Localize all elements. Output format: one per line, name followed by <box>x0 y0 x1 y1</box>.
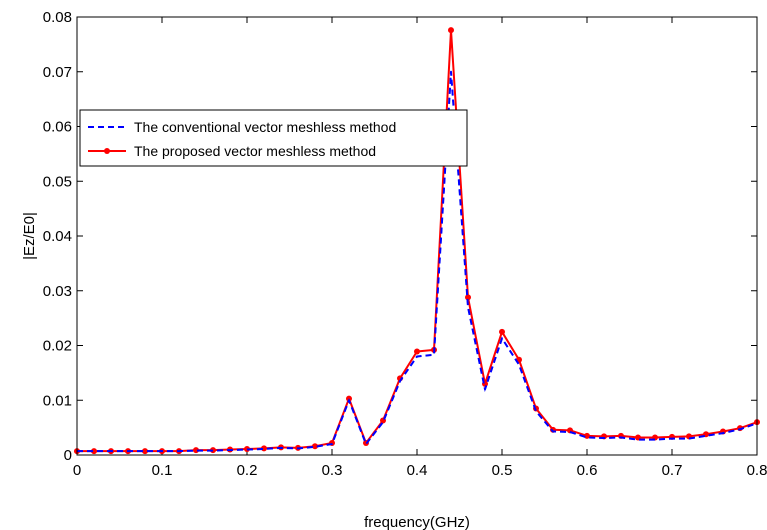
y-tick-label: 0.05 <box>43 173 72 190</box>
legend-label-conventional: The conventional vector meshless method <box>134 119 396 135</box>
x-tick-label: 0.8 <box>747 462 767 479</box>
series-point-proposed <box>499 328 505 335</box>
tick-labels: 0 0.1 0.2 0.3 0.4 0.5 0.6 0.7 0.8 0 0.01 0.02 0.03 0.… <box>43 9 767 479</box>
x-axis-label: frequency(GHz) <box>364 514 470 530</box>
series-point-proposed <box>448 27 454 34</box>
series-point-proposed <box>414 348 420 355</box>
y-tick-label: 0.03 <box>43 283 72 300</box>
series-point-proposed <box>142 448 148 455</box>
legend-label-proposed: The proposed vector meshless method <box>134 143 376 159</box>
y-tick-label: 0.06 <box>43 119 72 136</box>
series-point-proposed <box>312 443 318 450</box>
x-tick-label: 0.5 <box>492 462 513 479</box>
x-tick-label: 0.3 <box>322 462 343 479</box>
series-point-proposed <box>584 432 590 439</box>
series-layer <box>74 27 760 455</box>
plot-frame <box>76 16 758 456</box>
series-point-proposed <box>465 294 471 301</box>
x-tick-label: 0.7 <box>662 462 683 479</box>
y-tick-label: 0.01 <box>43 392 72 409</box>
y-tick-label: 0.04 <box>43 228 72 245</box>
series-line-conventional-overlay <box>77 71 758 452</box>
y-axis-label: |Ez/E0| <box>21 212 38 260</box>
series-point-proposed <box>91 448 97 455</box>
x-tick-label: 0.4 <box>407 462 428 479</box>
legend-marker-proposed <box>104 148 110 154</box>
legend: The conventional vector meshless method … <box>79 109 468 167</box>
y-tick-label: 0 <box>64 447 72 464</box>
legend-box <box>79 109 468 167</box>
y-tick-label: 0.08 <box>43 9 72 26</box>
x-tick-label: 0.2 <box>237 462 258 479</box>
y-tick-label: 0.07 <box>43 64 72 81</box>
x-tick-label: 0.1 <box>152 462 173 479</box>
y-tick-label: 0.02 <box>43 338 72 355</box>
plot-area <box>77 17 757 455</box>
x-tick-label: 0 <box>73 462 81 479</box>
x-tick-label: 0.6 <box>577 462 598 479</box>
